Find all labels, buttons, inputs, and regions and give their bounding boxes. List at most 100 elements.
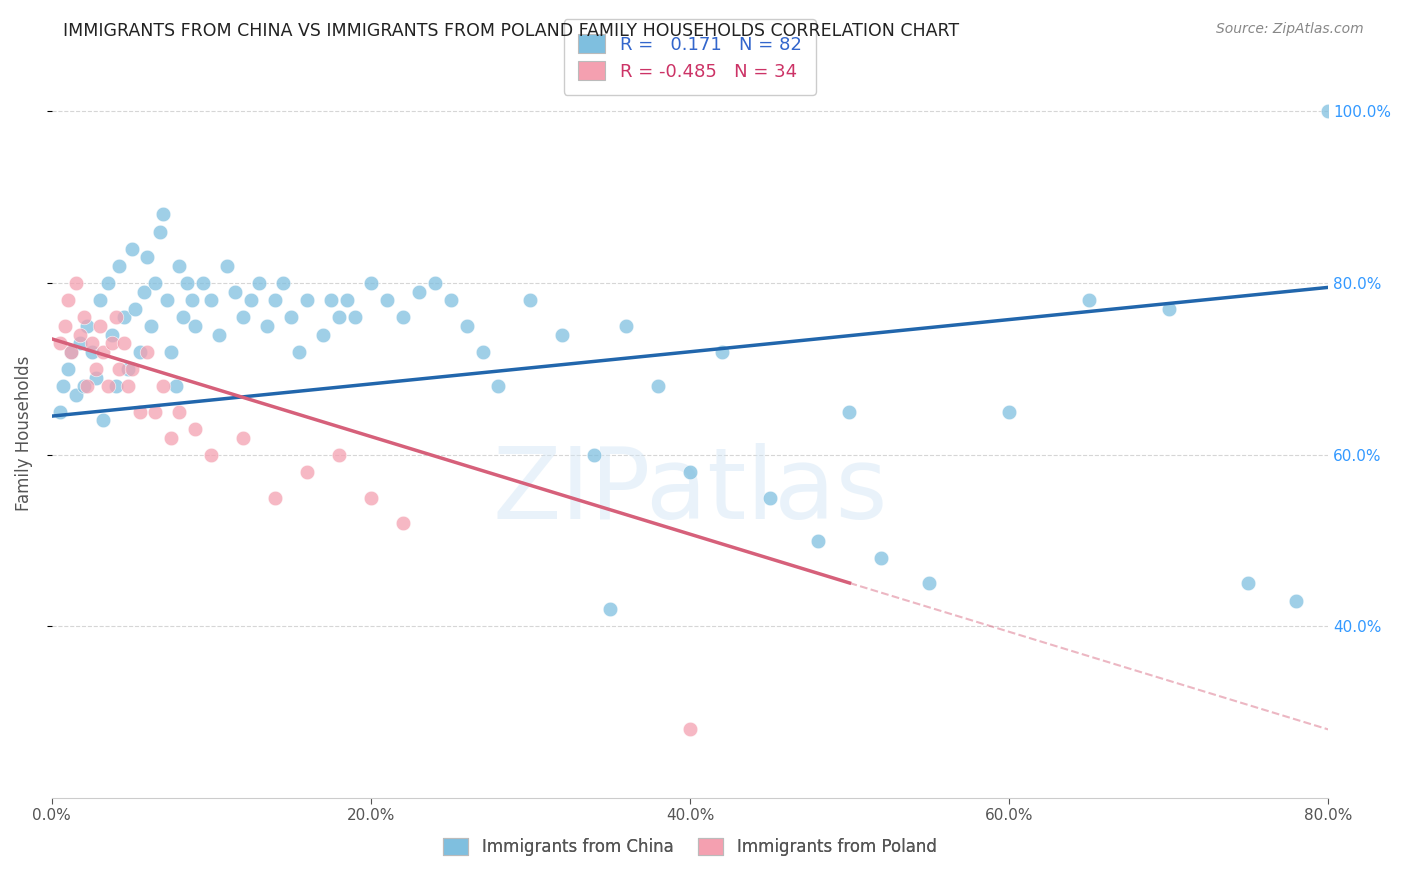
Point	[295, 293, 318, 308]
Point	[599, 602, 621, 616]
Point	[86, 370, 108, 384]
Point	[280, 310, 302, 325]
Point	[53, 318, 76, 333]
Point	[806, 533, 828, 548]
Point	[328, 310, 350, 325]
Point	[256, 318, 278, 333]
Point	[48, 336, 70, 351]
Point	[59, 344, 82, 359]
Point	[76, 379, 98, 393]
Point	[124, 301, 146, 316]
Y-axis label: Family Households: Family Households	[15, 356, 32, 511]
Point	[107, 259, 129, 273]
Point	[176, 276, 198, 290]
Point	[710, 344, 733, 359]
Point	[152, 379, 174, 393]
Point	[121, 242, 143, 256]
Point	[91, 344, 114, 359]
Point	[184, 318, 207, 333]
Point	[160, 344, 183, 359]
Point	[343, 310, 366, 325]
Point	[136, 344, 159, 359]
Point	[48, 405, 70, 419]
Point	[134, 285, 156, 299]
Point	[232, 310, 254, 325]
Point	[391, 516, 413, 531]
Point	[89, 318, 111, 333]
Point	[208, 327, 231, 342]
Point	[117, 362, 139, 376]
Point	[1077, 293, 1099, 308]
Point	[65, 387, 87, 401]
Point	[136, 251, 159, 265]
Point	[128, 405, 150, 419]
Point	[200, 448, 222, 462]
Point	[870, 550, 893, 565]
Point	[80, 336, 103, 351]
Point	[112, 336, 135, 351]
Point	[336, 293, 359, 308]
Point	[128, 344, 150, 359]
Point	[172, 310, 194, 325]
Point	[647, 379, 669, 393]
Point	[145, 405, 167, 419]
Point	[471, 344, 494, 359]
Point	[139, 318, 162, 333]
Point	[73, 379, 96, 393]
Point	[56, 362, 79, 376]
Point	[69, 336, 91, 351]
Point	[838, 405, 860, 419]
Point	[80, 344, 103, 359]
Point	[69, 327, 91, 342]
Point	[107, 362, 129, 376]
Point	[998, 405, 1021, 419]
Point	[583, 448, 606, 462]
Point	[232, 431, 254, 445]
Point	[439, 293, 461, 308]
Point	[152, 207, 174, 221]
Point	[121, 362, 143, 376]
Point	[391, 310, 413, 325]
Point	[200, 293, 222, 308]
Point	[56, 293, 79, 308]
Point	[264, 293, 287, 308]
Point	[97, 276, 120, 290]
Point	[104, 379, 127, 393]
Point	[65, 276, 87, 290]
Point	[101, 336, 124, 351]
Point	[247, 276, 270, 290]
Point	[519, 293, 541, 308]
Point	[360, 276, 382, 290]
Point	[312, 327, 335, 342]
Point	[112, 310, 135, 325]
Point	[375, 293, 398, 308]
Point	[1317, 104, 1340, 119]
Point	[145, 276, 167, 290]
Point	[181, 293, 204, 308]
Point	[160, 431, 183, 445]
Point	[86, 362, 108, 376]
Point	[224, 285, 246, 299]
Point	[328, 448, 350, 462]
Text: ZIPatlas: ZIPatlas	[492, 443, 887, 541]
Point	[169, 405, 191, 419]
Point	[101, 327, 124, 342]
Point	[679, 465, 702, 479]
Point	[264, 491, 287, 505]
Point	[288, 344, 311, 359]
Point	[217, 259, 239, 273]
Point	[97, 379, 120, 393]
Point	[551, 327, 574, 342]
Point	[89, 293, 111, 308]
Text: IMMIGRANTS FROM CHINA VS IMMIGRANTS FROM POLAND FAMILY HOUSEHOLDS CORRELATION CH: IMMIGRANTS FROM CHINA VS IMMIGRANTS FROM…	[63, 22, 959, 40]
Point	[758, 491, 780, 505]
Point	[1157, 301, 1180, 316]
Point	[156, 293, 179, 308]
Point	[59, 344, 82, 359]
Point	[614, 318, 637, 333]
Legend: Immigrants from China, Immigrants from Poland: Immigrants from China, Immigrants from P…	[437, 831, 943, 863]
Point	[184, 422, 207, 436]
Point	[91, 413, 114, 427]
Point	[918, 576, 941, 591]
Point	[1285, 593, 1308, 607]
